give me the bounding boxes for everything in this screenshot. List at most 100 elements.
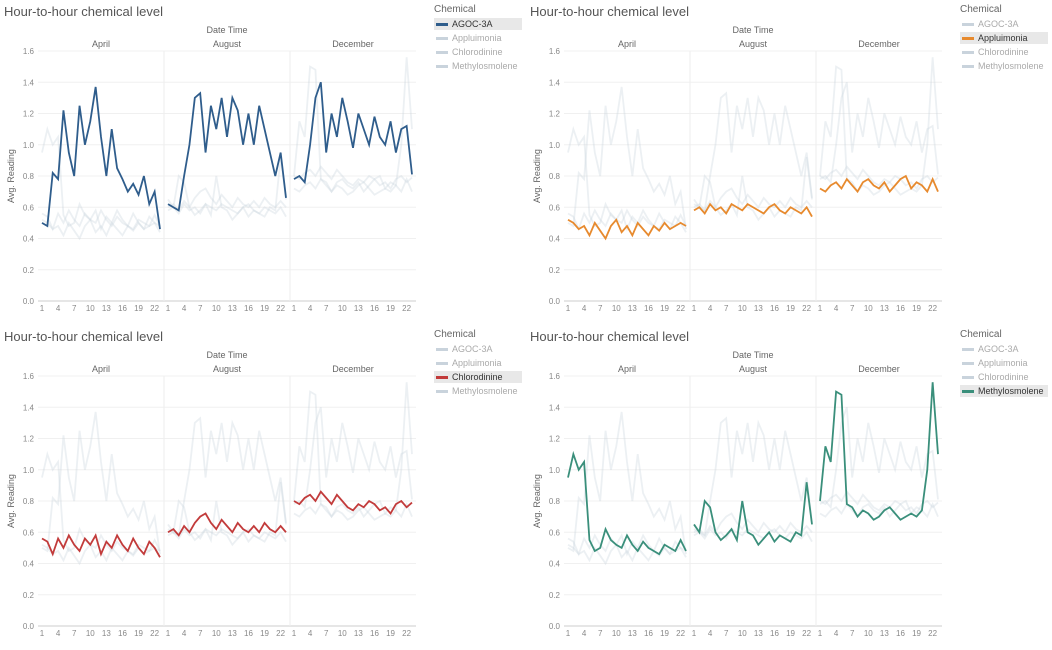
x-tick-label: 10 — [864, 304, 873, 313]
legend-item-chlorodinine[interactable]: Chlorodinine — [434, 46, 522, 58]
x-tick-label: 22 — [150, 304, 159, 313]
dashboard-grid: Hour-to-hour chemical level Date Time Avg.… — [0, 0, 1052, 650]
x-tick-label: 1 — [566, 629, 571, 638]
x-tick-label: 22 — [402, 629, 411, 638]
legend-item-chlorodinine[interactable]: Chlorodinine — [960, 371, 1048, 383]
x-axis-title: Date Time — [732, 350, 773, 360]
x-tick-label: 7 — [598, 304, 603, 313]
x-tick-label: 13 — [880, 304, 889, 313]
legend-item-agoc-3a[interactable]: AGOC-3A — [960, 343, 1048, 355]
legend-swatch-icon — [436, 23, 448, 26]
legend-item-methylosmolene[interactable]: Methylosmolene — [960, 60, 1048, 72]
y-tick-label: 1.4 — [23, 78, 35, 87]
legend-item-appluimonia[interactable]: Appluimonia — [434, 32, 522, 44]
y-tick-label: 0.6 — [549, 203, 561, 212]
legend-item-appluimonia[interactable]: Appluimonia — [960, 32, 1048, 44]
x-tick-label: 13 — [880, 629, 889, 638]
x-tick-label: 10 — [86, 304, 95, 313]
y-tick-label: 1.6 — [549, 372, 561, 381]
x-tick-label: 19 — [660, 304, 669, 313]
x-tick-label: 4 — [182, 304, 187, 313]
legend-item-methylosmolene[interactable]: Methylosmolene — [434, 60, 522, 72]
x-tick-label: 1 — [40, 304, 45, 313]
y-tick-label: 0.2 — [549, 266, 561, 275]
y-tick-label: 0.6 — [549, 528, 561, 537]
legend-label: Methylosmolene — [452, 386, 518, 396]
x-tick-label: 16 — [370, 304, 379, 313]
x-tick-label: 19 — [260, 304, 269, 313]
legend-swatch-icon — [436, 362, 448, 365]
y-tick-label: 1.2 — [23, 435, 35, 444]
x-tick-label: 19 — [912, 629, 921, 638]
x-tick-label: 1 — [566, 304, 571, 313]
legend: ChemicalAGOC-3AAppluimoniaChlorodinineMe… — [430, 0, 526, 325]
y-tick-label: 0.2 — [23, 591, 35, 600]
x-tick-label: 10 — [612, 629, 621, 638]
x-tick-label: 10 — [338, 304, 347, 313]
y-axis-title: Avg. Reading — [532, 149, 542, 203]
x-tick-label: 7 — [198, 304, 203, 313]
x-tick-label: 1 — [818, 304, 823, 313]
legend-item-chlorodinine[interactable]: Chlorodinine — [434, 371, 522, 383]
y-tick-label: 0.0 — [23, 622, 35, 631]
legend-label: Chlorodinine — [452, 47, 503, 57]
x-tick-label: 22 — [402, 304, 411, 313]
facet-label: December — [858, 39, 900, 49]
x-tick-label: 19 — [260, 629, 269, 638]
series-agoc-3a — [294, 407, 412, 507]
x-tick-label: 10 — [86, 629, 95, 638]
legend-item-agoc-3a[interactable]: AGOC-3A — [434, 343, 522, 355]
x-tick-label: 16 — [896, 304, 905, 313]
x-tick-label: 1 — [166, 629, 171, 638]
x-tick-label: 10 — [738, 629, 747, 638]
x-tick-label: 19 — [786, 304, 795, 313]
x-tick-label: 4 — [56, 304, 61, 313]
legend-item-agoc-3a[interactable]: AGOC-3A — [960, 18, 1048, 30]
x-tick-label: 10 — [612, 304, 621, 313]
y-tick-label: 0.8 — [23, 172, 35, 181]
legend-item-methylosmolene[interactable]: Methylosmolene — [960, 385, 1048, 397]
legend-item-agoc-3a[interactable]: AGOC-3A — [434, 18, 522, 30]
legend-label: AGOC-3A — [452, 344, 493, 354]
facet-label: August — [739, 39, 768, 49]
x-axis-title: Date Time — [732, 25, 773, 35]
legend-item-methylosmolene[interactable]: Methylosmolene — [434, 385, 522, 397]
chart-area: Hour-to-hour chemical levelDate TimeAvg.… — [526, 325, 956, 650]
x-tick-label: 13 — [354, 629, 363, 638]
x-axis-title: Date Time — [206, 350, 247, 360]
chart-title: Hour-to-hour chemical level — [530, 4, 954, 19]
x-tick-label: 16 — [644, 304, 653, 313]
x-tick-label: 13 — [628, 304, 637, 313]
x-tick-label: 7 — [72, 629, 77, 638]
legend-item-appluimonia[interactable]: Appluimonia — [434, 357, 522, 369]
y-tick-label: 0.8 — [549, 497, 561, 506]
legend-title: Chemical — [960, 4, 1048, 15]
legend-label: Chlorodinine — [978, 47, 1029, 57]
y-tick-label: 0.4 — [549, 560, 561, 569]
y-tick-label: 0.0 — [549, 622, 561, 631]
legend-item-chlorodinine[interactable]: Chlorodinine — [960, 46, 1048, 58]
chart-area: Hour-to-hour chemical levelDate TimeAvg.… — [0, 325, 430, 650]
legend-item-appluimonia[interactable]: Appluimonia — [960, 357, 1048, 369]
legend-label: AGOC-3A — [978, 19, 1019, 29]
y-tick-label: 1.6 — [549, 47, 561, 56]
series-agoc-3a — [294, 82, 412, 182]
x-tick-label: 7 — [324, 629, 329, 638]
x-tick-label: 19 — [786, 629, 795, 638]
x-tick-label: 22 — [676, 629, 685, 638]
y-tick-label: 0.8 — [23, 497, 35, 506]
facet-label: April — [618, 39, 636, 49]
x-tick-label: 22 — [676, 304, 685, 313]
x-tick-label: 10 — [338, 629, 347, 638]
x-tick-label: 13 — [754, 629, 763, 638]
y-tick-label: 1.2 — [549, 110, 561, 119]
chart-panel-agoc-3a: Hour-to-hour chemical levelDate TimeAvg.… — [0, 0, 526, 325]
x-tick-label: 7 — [324, 304, 329, 313]
legend-swatch-icon — [962, 348, 974, 351]
x-tick-label: 22 — [802, 629, 811, 638]
y-tick-label: 0.4 — [23, 560, 35, 569]
x-tick-label: 19 — [134, 629, 143, 638]
series-agoc-3a — [820, 82, 938, 182]
x-tick-label: 19 — [386, 629, 395, 638]
y-tick-label: 1.4 — [549, 78, 561, 87]
